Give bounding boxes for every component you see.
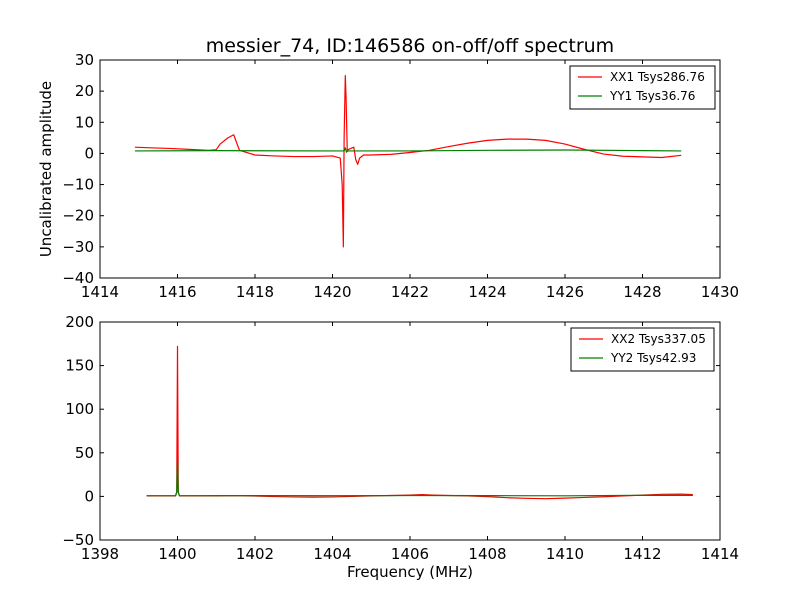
y-tick-label: −50 bbox=[62, 531, 94, 549]
bottom-subplot: 1398 1400 1402 1404 1406 1408 1410 1412 1414 −50 0… bbox=[62, 313, 739, 581]
x-tick-label: 1426 bbox=[546, 283, 584, 301]
x-tick-label: 1410 bbox=[546, 545, 584, 563]
legend-entry-label: XX1 Tsys286.76 bbox=[610, 70, 705, 84]
y-tick-label: −10 bbox=[62, 176, 94, 194]
y-tick-label: 0 bbox=[84, 144, 94, 162]
legend-entry-label: XX2 Tsys337.05 bbox=[611, 332, 706, 346]
series-line-red bbox=[134, 74, 682, 248]
y-tick-label: 30 bbox=[75, 51, 94, 69]
x-tick-label: 1404 bbox=[313, 545, 351, 563]
x-tick-label: 1418 bbox=[236, 283, 274, 301]
x-tick-label: 1420 bbox=[313, 283, 351, 301]
x-tick-label: 1406 bbox=[391, 545, 429, 563]
y-tick-label: 100 bbox=[65, 400, 94, 418]
x-tick-label: 1414 bbox=[701, 545, 739, 563]
x-tick-label: 1402 bbox=[236, 545, 274, 563]
x-axis-label: Frequency (MHz) bbox=[347, 563, 473, 581]
legend-box bbox=[569, 65, 716, 110]
series-line-green bbox=[146, 459, 693, 497]
x-tick-label: 1414 bbox=[81, 283, 119, 301]
y-tick-label: −20 bbox=[62, 207, 94, 225]
x-tick-label: 1428 bbox=[623, 283, 661, 301]
x-tick-label: 1400 bbox=[158, 545, 196, 563]
x-tick-label: 1408 bbox=[468, 545, 506, 563]
x-tick-label: 1422 bbox=[391, 283, 429, 301]
legend-entry-label: YY2 Tsys42.93 bbox=[610, 351, 696, 365]
x-tick-label: 1412 bbox=[623, 545, 661, 563]
top-subplot: 1414 1416 1418 1420 1422 1424 1426 1428 1430 −40 −… bbox=[37, 35, 739, 301]
legend: XX1 Tsys286.76 YY1 Tsys36.76 bbox=[569, 65, 716, 110]
y-tick-label: −30 bbox=[62, 238, 94, 256]
chart-title: messier_74, ID:146586 on-off/off spectru… bbox=[206, 35, 614, 57]
y-axis-label: Uncalibrated amplitude bbox=[37, 81, 55, 257]
y-tick-label: 50 bbox=[75, 444, 94, 462]
y-tick-label: 20 bbox=[75, 82, 94, 100]
legend: XX2 Tsys337.05 YY2 Tsys42.93 bbox=[570, 327, 715, 372]
y-tick-label: 150 bbox=[65, 357, 94, 375]
y-tick-label: 200 bbox=[65, 313, 94, 331]
x-tick-label: 1430 bbox=[701, 283, 739, 301]
legend-box bbox=[570, 327, 715, 372]
x-tick-label: 1416 bbox=[158, 283, 196, 301]
y-tick-label: −40 bbox=[62, 269, 94, 287]
y-tick-label: 10 bbox=[75, 113, 94, 131]
series-line-green bbox=[134, 147, 682, 153]
y-tick-label: 0 bbox=[84, 487, 94, 505]
x-tick-label: 1398 bbox=[81, 545, 119, 563]
legend-entry-label: YY1 Tsys36.76 bbox=[609, 89, 695, 103]
x-tick-label: 1424 bbox=[468, 283, 506, 301]
